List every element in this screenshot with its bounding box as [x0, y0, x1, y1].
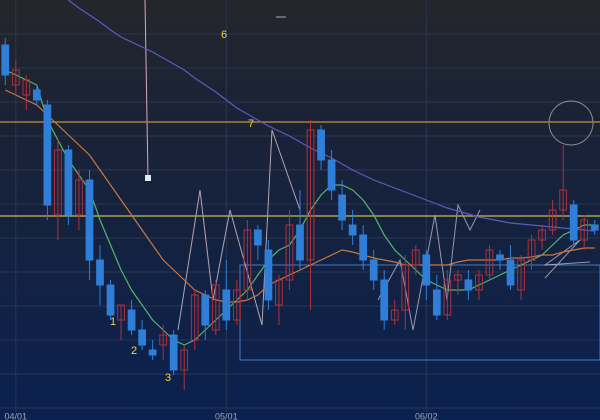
x-tick-label: 06/02 [415, 411, 438, 420]
candle-body [11, 69, 20, 86]
annotation: 6 [221, 29, 227, 41]
candle-body [180, 349, 189, 371]
candle-body [211, 284, 220, 331]
candle-body [454, 274, 462, 281]
candle-body [317, 129, 325, 161]
candle-body [159, 334, 168, 346]
candle-body [1, 44, 10, 76]
candle-body [411, 249, 420, 266]
plot [0, 0, 600, 390]
highlight-circle [548, 100, 594, 146]
annotation: 7 [248, 118, 254, 130]
candle-body [380, 279, 389, 321]
candle-body [496, 254, 504, 261]
candle-body [422, 254, 431, 286]
candle-body [548, 209, 557, 231]
candle-body [485, 249, 494, 276]
candle-body [117, 304, 125, 321]
candle-body [359, 234, 368, 261]
candle-body [232, 289, 241, 321]
candle-body [138, 329, 146, 346]
x-tick-label: 05/01 [215, 411, 238, 420]
candle-body [443, 279, 452, 316]
annotation: 1 [110, 316, 116, 328]
candle-body [348, 224, 357, 236]
drawing-zigzag [177, 129, 301, 331]
candle-body [569, 204, 578, 241]
candle-body [401, 264, 410, 311]
annotation: 2 [131, 345, 137, 357]
candle-body [222, 289, 231, 321]
candle-body [106, 284, 115, 316]
candle-body [296, 224, 304, 261]
candle-body [85, 179, 94, 261]
candle-body [254, 229, 262, 246]
candle-body [75, 179, 83, 216]
candle-body [96, 259, 104, 286]
candle-body [43, 104, 52, 206]
candle-body [538, 229, 546, 241]
candle-body [243, 229, 252, 291]
candle-body [22, 79, 31, 96]
candle-body [506, 259, 515, 286]
candle-body [580, 219, 589, 241]
candle-body [190, 294, 199, 341]
candle-body [327, 159, 336, 191]
candle-body [306, 129, 315, 261]
x-tick-label: 04/01 [5, 411, 28, 420]
candle-body [275, 279, 283, 306]
candle-body [369, 259, 378, 281]
drawing-line [144, 0, 149, 179]
candle-body [169, 334, 178, 371]
candle-body [127, 309, 136, 331]
candle-body [201, 294, 210, 326]
candle-body [590, 224, 599, 231]
candle-body [338, 194, 346, 221]
candle-body [54, 149, 62, 216]
candle-body [32, 89, 41, 101]
candle-body [517, 259, 525, 291]
candle-body [559, 189, 568, 211]
candle-body [148, 349, 157, 356]
candle-body [464, 279, 473, 291]
candle-body [264, 249, 273, 301]
drawing-handle [145, 175, 151, 181]
candle-body [390, 309, 399, 321]
candle-body [475, 274, 483, 291]
annotation: 3 [165, 372, 171, 384]
candle-body [64, 149, 73, 216]
candle-body [285, 224, 294, 281]
candle-body [527, 239, 536, 261]
candle-body [432, 289, 441, 316]
